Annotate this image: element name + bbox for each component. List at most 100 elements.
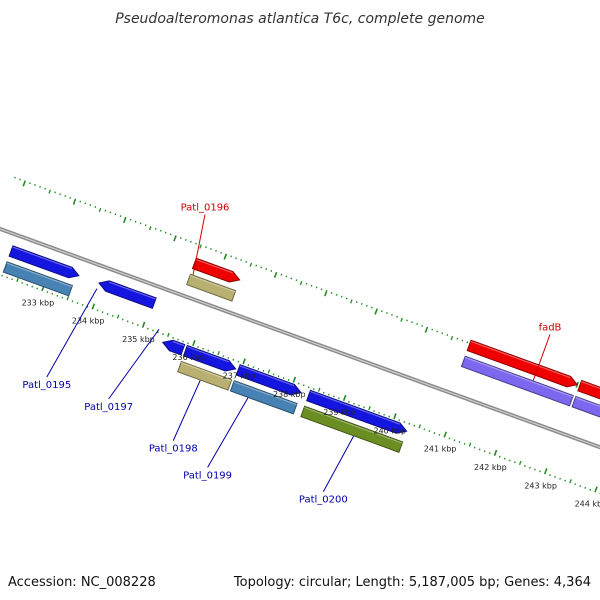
minor-tick-0 [287,378,290,381]
minor-tick-0 [312,388,315,391]
gene-feature [182,344,237,372]
minor-tick-0 [468,442,472,447]
minor-tick-0 [11,278,13,281]
minor-tick-0 [272,373,275,376]
minor-tick-1 [69,196,72,199]
minor-tick-1 [179,237,182,240]
minor-tick-0 [172,336,174,339]
minor-tick-1 [29,182,31,185]
gene-label: Patl_0195 [22,380,71,391]
minor-tick-0 [26,283,29,286]
minor-tick-1 [299,281,303,286]
gene-feature-shine [581,381,600,390]
minor-tick-0 [332,395,335,398]
minor-tick-1 [345,297,348,300]
minor-tick-1 [386,312,388,315]
minor-tick-0 [297,382,300,385]
tick-label: 234 kbp [72,317,105,326]
minor-tick-1 [195,242,197,245]
minor-tick-1 [19,178,21,181]
minor-tick-1 [240,259,243,262]
minor-tick-0 [307,386,310,389]
minor-tick-0 [569,479,572,484]
minor-tick-1 [270,270,273,272]
minor-tick-1 [280,273,283,276]
major-tick-0 [594,486,598,493]
minor-tick-0 [534,468,536,471]
minor-tick-0 [363,406,365,409]
gene-feature-shine [172,340,185,347]
gene-leader-line [322,436,354,492]
minor-tick-0 [6,276,8,279]
gene-feature-shine [12,246,73,270]
minor-tick-1 [320,288,323,291]
minor-tick-0 [433,431,436,434]
minor-tick-0 [322,391,325,394]
gene-feature [8,245,80,279]
gene-leader-line [207,397,249,468]
minor-tick-0 [187,342,189,345]
minor-tick-0 [197,345,200,348]
tick-label: 236 kbp [172,353,205,362]
minor-tick-0 [423,428,426,431]
minor-tick-1 [436,330,439,333]
major-tick-0 [493,449,498,456]
minor-tick-1 [431,328,434,331]
gene-label: Patl_0198 [149,444,198,455]
minor-tick-1 [421,324,424,327]
minor-tick-0 [36,287,39,290]
minor-tick-1 [245,260,248,263]
minor-tick-0 [217,351,220,356]
minor-tick-0 [126,320,129,323]
major-tick-0 [242,358,246,365]
minor-tick-0 [559,477,561,480]
minor-tick-0 [398,419,401,422]
minor-tick-0 [232,358,235,361]
tick-labels: 233 kbp 234 kbp 235 kbp 236 kbp 237 kbp 238 k… [22,298,600,508]
minor-tick-0 [207,349,210,352]
minor-tick-0 [61,296,64,299]
minor-tick-0 [111,314,114,317]
minor-tick-0 [177,338,179,341]
minor-tick-0 [46,291,49,294]
major-tick-0 [443,431,447,438]
gene-feature [186,273,237,302]
minor-tick-1 [461,339,464,342]
minor-tick-0 [574,483,577,486]
minor-tick-1 [255,264,258,267]
minor-tick-1 [411,321,413,324]
major-tick-1 [324,290,328,297]
minor-tick-1 [154,227,157,230]
gene-feature-shine [195,258,233,274]
minor-tick-0 [282,377,285,380]
minor-tick-1 [159,229,162,232]
minor-tick-0 [428,430,431,433]
gene-label: Patl_0199 [183,470,232,481]
major-tick-0 [393,413,397,420]
tick-label: 233 kbp [22,298,55,307]
gene-feature-shine [309,390,400,425]
minor-tick-0 [579,485,582,488]
minor-tick-0 [51,292,54,295]
minor-tick-0 [21,281,24,284]
gene-feature [466,339,579,388]
minor-tick-0 [71,300,74,303]
minor-tick-1 [305,282,308,285]
minor-tick-1 [169,233,172,236]
minor-tick-1 [396,315,398,318]
minor-tick-1 [235,257,238,260]
minor-tick-0 [554,475,556,478]
minor-tick-1 [184,238,187,241]
minor-tick-0 [353,402,355,405]
minor-tick-0 [182,340,184,343]
minor-tick-0 [564,479,567,482]
minor-tick-0 [478,448,481,451]
minor-tick-0 [488,452,491,455]
gene-feature-shine [186,346,229,363]
accession-text: Accession: NC_008228 [8,575,156,590]
major-tick-1 [122,216,127,224]
minor-tick-0 [227,356,230,359]
minor-tick-1 [199,244,202,249]
major-tick-1 [273,271,278,279]
minor-tick-0 [453,439,456,442]
